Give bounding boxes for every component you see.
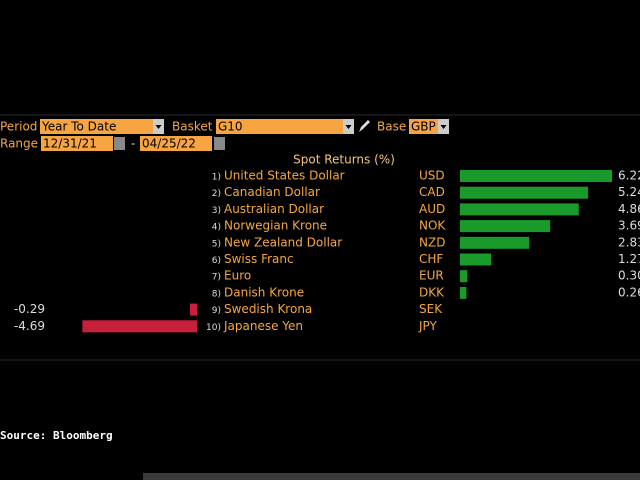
- value-label: 3.69: [618, 219, 640, 233]
- rank: 1): [212, 173, 221, 183]
- rank: 10): [206, 323, 221, 333]
- start-value: 12/31/21: [43, 137, 97, 151]
- currency-name: Swiss Franc: [224, 252, 294, 266]
- currency-code: EUR: [419, 269, 444, 283]
- base-label: Base: [377, 120, 406, 134]
- value-label: 2.83: [618, 235, 640, 249]
- currency-name: Danish Krone: [224, 285, 304, 299]
- arrow-icon: [440, 125, 447, 129]
- currency-code: DKK: [419, 285, 445, 299]
- period-input[interactable]: [40, 119, 153, 134]
- rank: 9): [212, 306, 221, 316]
- value-label: 0.30: [618, 269, 640, 283]
- value-label: -4.69: [14, 319, 45, 333]
- bar: [460, 186, 589, 199]
- currency-code: NOK: [419, 219, 446, 233]
- rank: 3): [212, 206, 221, 216]
- edit-icon[interactable]: [359, 120, 370, 132]
- currency-name: United States Dollar: [224, 169, 345, 183]
- calendar-icon[interactable]: [114, 137, 125, 150]
- rank: 6): [212, 256, 221, 266]
- bar: [460, 170, 612, 182]
- period-value: Year To Date: [41, 120, 116, 134]
- currency-code: NZD: [419, 235, 445, 249]
- source: Source: Bloomberg: [0, 429, 113, 442]
- currency-code: SEK: [419, 302, 443, 316]
- currency-code: JPY: [418, 319, 438, 333]
- period-label: Period: [0, 120, 37, 134]
- value-label: -0.29: [14, 302, 45, 316]
- value-label: 0.26: [618, 285, 640, 299]
- bar: [460, 203, 579, 216]
- currency-code: AUD: [419, 202, 445, 216]
- base-value: GBP: [411, 120, 436, 134]
- value-label: 5.24: [618, 185, 640, 199]
- currency-name: Norwegian Krone: [224, 219, 327, 233]
- bar: [460, 253, 492, 266]
- basket-input[interactable]: [216, 119, 343, 134]
- rank: 4): [212, 223, 221, 233]
- start-input[interactable]: [41, 136, 113, 151]
- currency-code: USD: [419, 169, 445, 183]
- range-sep: -: [131, 137, 135, 151]
- bar: [460, 236, 530, 249]
- bar: [82, 320, 197, 333]
- basket-value: G10: [218, 120, 243, 134]
- arrow-icon: [155, 125, 162, 129]
- end-input[interactable]: [140, 136, 212, 151]
- value-label: 1.27: [618, 252, 640, 266]
- bar: [460, 270, 468, 283]
- range-label: Range: [0, 137, 38, 151]
- value-label: 4.86: [618, 202, 640, 216]
- currency-name: Swedish Krona: [224, 302, 312, 316]
- arrow-icon: [345, 125, 352, 129]
- currency-name: Japanese Yen: [223, 319, 303, 333]
- basket-label: Basket: [172, 120, 213, 134]
- rank: 2): [212, 189, 221, 199]
- rank: 7): [212, 273, 221, 283]
- currency-name: Australian Dollar: [224, 202, 324, 216]
- currency-name: New Zealand Dollar: [224, 235, 342, 249]
- bar: [460, 220, 551, 233]
- currency-code: CAD: [419, 185, 445, 199]
- base-input[interactable]: [409, 119, 438, 134]
- end-value: 04/25/22: [142, 137, 196, 151]
- currency-name: Euro: [224, 269, 251, 283]
- chart-title: Spot Returns (%): [293, 153, 395, 167]
- currency-code: CHF: [419, 252, 443, 266]
- bar: [189, 303, 197, 316]
- currency-name: Canadian Dollar: [224, 185, 320, 199]
- bar: [460, 286, 467, 299]
- rank: 5): [212, 239, 221, 249]
- status-bar: [143, 473, 640, 480]
- value-label: 6.22: [618, 169, 640, 183]
- calendar-icon[interactable]: [214, 137, 225, 150]
- rank: 8): [212, 289, 221, 299]
